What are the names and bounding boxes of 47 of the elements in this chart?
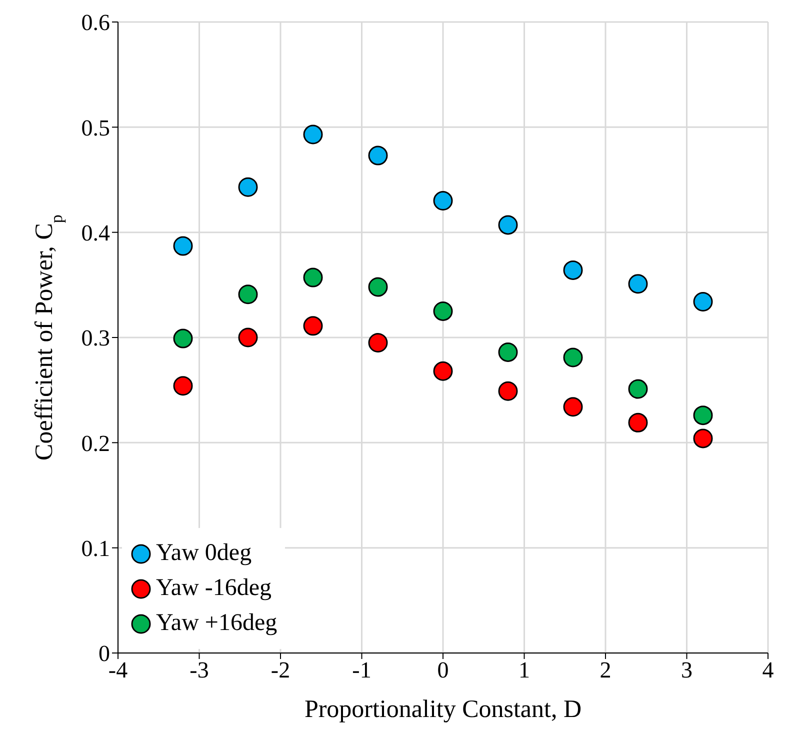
point: [693, 406, 713, 426]
point: [628, 379, 648, 399]
point: [368, 277, 388, 297]
point: [238, 284, 258, 304]
point: [628, 412, 648, 432]
y-tick-label: 0.5: [81, 115, 110, 140]
point: [173, 328, 193, 348]
point: [303, 268, 323, 288]
point: [238, 177, 258, 197]
x-axis-title: Proportionality Constant, D: [304, 696, 582, 723]
y-tick-label: 0.2: [81, 430, 110, 456]
y-tick-label: 0.4: [81, 220, 110, 246]
point: [498, 215, 518, 235]
point: [563, 348, 583, 368]
x-tick-label: -4: [108, 657, 128, 682]
point: [238, 328, 258, 348]
point: [173, 236, 193, 256]
point: [368, 333, 388, 353]
x-tick-label: -1: [352, 657, 372, 682]
x-tick-label: -3: [190, 657, 209, 682]
x-tick-label: 3: [681, 657, 692, 682]
y-tick-label: 0.1: [81, 536, 110, 561]
legend-label: Yaw -16deg: [156, 575, 272, 602]
x-tick-label: 4: [762, 657, 774, 682]
x-tick-label: -2: [270, 657, 290, 682]
point: [433, 301, 453, 321]
point: [498, 381, 518, 401]
x-tick-label: 1: [518, 657, 530, 682]
point: [433, 191, 453, 211]
point: [628, 274, 648, 294]
point: [303, 124, 323, 144]
point: [563, 397, 583, 417]
legend-label: Yaw 0deg: [156, 540, 252, 567]
point: [693, 292, 713, 312]
legend-label: Yaw +16deg: [156, 610, 278, 637]
x-tick-label: 2: [600, 657, 612, 682]
point: [563, 260, 583, 280]
point: [498, 342, 518, 362]
point: [433, 361, 453, 381]
point: [368, 146, 388, 166]
y-tick-label: 0.6: [81, 10, 110, 36]
y-tick-label: 0.3: [81, 326, 110, 351]
point: [303, 316, 323, 336]
point: [173, 376, 193, 396]
y-tick-label: 0: [98, 641, 110, 666]
point: [693, 428, 713, 448]
x-tick-label: 0: [437, 657, 449, 682]
